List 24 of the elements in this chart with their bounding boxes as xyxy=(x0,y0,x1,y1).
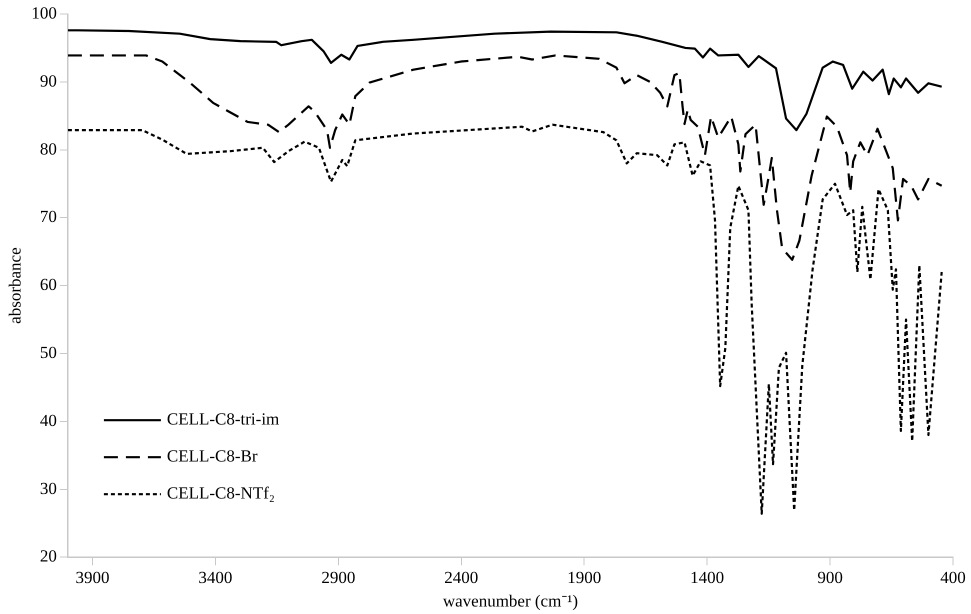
x-tick-label: 900 xyxy=(817,568,843,587)
x-tick-label: 2400 xyxy=(444,568,478,587)
y-tick-label: 80 xyxy=(40,139,57,158)
x-tick-label: 2900 xyxy=(321,568,356,587)
line-series xyxy=(68,54,943,261)
legend-label: CELL-C8-tri-im xyxy=(166,410,280,429)
x-tick-label: 1900 xyxy=(567,568,602,587)
line-series xyxy=(68,124,943,515)
y-tick-label: 30 xyxy=(40,478,57,498)
y-tick-label: 60 xyxy=(40,275,57,294)
y-tick-label: 100 xyxy=(31,3,57,22)
x-tick-label: 3400 xyxy=(198,568,232,587)
y-tick-label: 50 xyxy=(40,342,57,362)
y-tick-label: 70 xyxy=(40,207,57,226)
legend-label: CELL-C8-NTf₂ xyxy=(166,484,275,503)
x-tick-label: 400 xyxy=(940,568,966,587)
y-tick-label: 40 xyxy=(40,410,57,430)
x-axis-title: wavenumber (cm⁻¹) xyxy=(442,591,578,610)
y-tick-label: 20 xyxy=(40,546,57,566)
y-axis-title: absorbance xyxy=(6,247,25,324)
x-tick-label: 1400 xyxy=(690,568,724,587)
legend-label: CELL-C8-Br xyxy=(166,446,258,466)
x-tick-label: 3900 xyxy=(75,568,110,587)
y-tick-label: 90 xyxy=(40,71,57,90)
